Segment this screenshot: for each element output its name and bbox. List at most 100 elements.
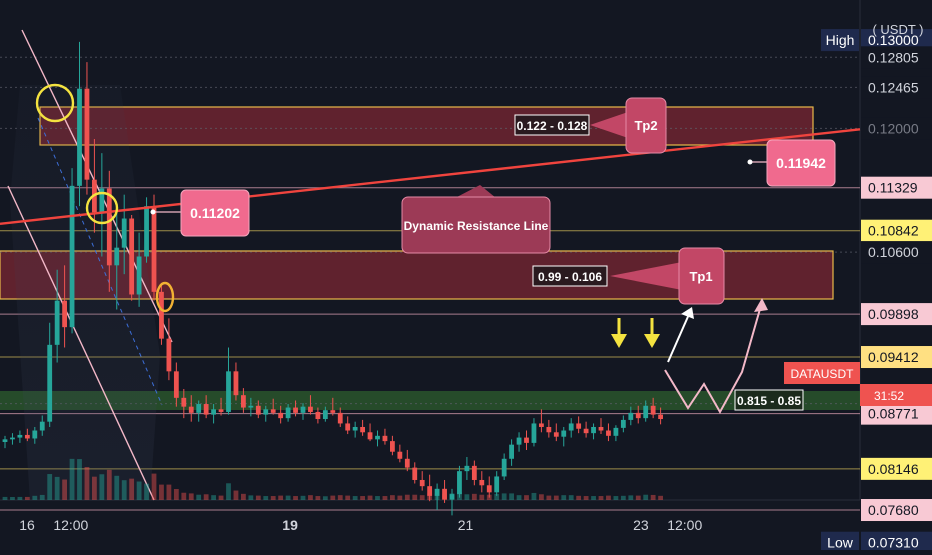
candle-body[interactable]	[576, 423, 582, 429]
candle-body[interactable]	[308, 406, 313, 412]
candle-body[interactable]	[516, 437, 522, 445]
price-tag-13[interactable]: Low 0.07310	[821, 531, 932, 554]
candle-body[interactable]	[106, 188, 112, 266]
candle-body[interactable]	[62, 300, 67, 328]
tp2-zone-box[interactable]	[39, 106, 814, 146]
candle-body[interactable]	[471, 465, 477, 480]
candle-body[interactable]	[539, 423, 544, 427]
candle-body[interactable]	[241, 395, 246, 408]
candle-body[interactable]	[24, 434, 30, 439]
right-level-callout-box[interactable]	[766, 139, 836, 187]
candle-body[interactable]	[47, 344, 53, 422]
candle-body[interactable]	[151, 206, 157, 292]
candle-body[interactable]	[166, 338, 172, 372]
candle-body[interactable]	[486, 485, 492, 493]
candle-body[interactable]	[606, 430, 611, 436]
candle-body[interactable]	[628, 412, 634, 420]
candle-body[interactable]	[77, 88, 82, 186]
candle-body[interactable]	[531, 423, 537, 443]
candle-body[interactable]	[300, 406, 306, 413]
candle-body[interactable]	[583, 428, 589, 434]
candle-body[interactable]	[442, 488, 447, 500]
candle-body[interactable]	[188, 406, 194, 413]
candle-body[interactable]	[397, 451, 403, 459]
candle-body[interactable]	[464, 465, 470, 472]
candle-body[interactable]	[211, 409, 216, 415]
price-tag-7[interactable]: 0.09898	[861, 303, 932, 326]
candle-body[interactable]	[181, 397, 187, 407]
candle-body[interactable]	[315, 411, 321, 420]
candle-body[interactable]	[203, 404, 209, 415]
price-tag-6[interactable]: 0.10600	[861, 241, 932, 264]
candle-body[interactable]	[129, 218, 135, 295]
candle-body[interactable]	[285, 407, 291, 419]
channel-upper-line[interactable]	[21, 29, 173, 343]
candle-body[interactable]	[270, 409, 276, 413]
candle-body[interactable]	[390, 441, 395, 452]
candle-body[interactable]	[136, 256, 142, 295]
support-range-label-box[interactable]	[734, 389, 804, 411]
candle-body[interactable]	[434, 488, 440, 496]
candle-body[interactable]	[233, 371, 239, 396]
price-tag-3[interactable]: 0.12000	[861, 117, 932, 140]
candle-body[interactable]	[337, 412, 343, 424]
candle-body[interactable]	[352, 426, 358, 431]
candle-body[interactable]	[412, 467, 418, 480]
candle-body[interactable]	[54, 300, 60, 345]
price-tag-12[interactable]: 0.07680	[861, 499, 932, 522]
candle-body[interactable]	[658, 414, 663, 420]
price-tag-10[interactable]: 0.08771	[861, 402, 932, 425]
candle-body[interactable]	[263, 409, 269, 415]
candle-body[interactable]	[84, 88, 90, 180]
candle-body[interactable]	[278, 412, 284, 419]
candle-body[interactable]	[360, 426, 365, 433]
candle-body[interactable]	[553, 432, 559, 437]
candle-body[interactable]	[159, 291, 164, 339]
candle-body[interactable]	[635, 412, 641, 419]
candle-body[interactable]	[196, 404, 202, 413]
candle-body[interactable]	[114, 247, 120, 266]
left-level-callout-box[interactable]	[180, 189, 250, 237]
tp1-callout-box[interactable]	[678, 247, 725, 305]
candle-body[interactable]	[546, 426, 552, 433]
candle-body[interactable]	[322, 410, 328, 420]
candle-body[interactable]	[2, 439, 8, 442]
candle-body[interactable]	[620, 419, 626, 428]
candle-body[interactable]	[568, 423, 574, 431]
dynamic-resistance-line[interactable]	[0, 128, 861, 226]
candle-body[interactable]	[457, 471, 462, 495]
tp1-range-label-box[interactable]	[532, 265, 608, 287]
candle-body[interactable]	[382, 435, 388, 442]
candle-body[interactable]	[419, 479, 425, 487]
candle-body[interactable]	[561, 430, 567, 437]
candle-body[interactable]	[367, 432, 373, 440]
candle-body[interactable]	[173, 371, 179, 398]
candle-body[interactable]	[345, 423, 351, 431]
candle-body[interactable]	[449, 494, 455, 500]
candle-body[interactable]	[404, 458, 410, 468]
candle-body[interactable]	[39, 421, 45, 431]
price-tag-0[interactable]: High 0.13000	[821, 29, 932, 52]
currency-label[interactable]: ( USDT )	[872, 22, 923, 37]
candle-body[interactable]	[330, 410, 336, 413]
candle-body[interactable]	[121, 218, 127, 248]
candle-body[interactable]	[144, 206, 149, 257]
candle-body[interactable]	[591, 426, 596, 434]
candle-body[interactable]	[613, 427, 619, 436]
candle-body[interactable]	[218, 409, 224, 412]
candle-body[interactable]	[255, 405, 261, 415]
candle-body[interactable]	[99, 188, 105, 213]
price-tag-1[interactable]: 0.12805	[861, 46, 932, 69]
tp2-callout-box[interactable]	[625, 97, 667, 154]
candle-body[interactable]	[524, 437, 529, 443]
candle-body[interactable]	[32, 430, 38, 439]
candle-body[interactable]	[293, 407, 298, 413]
candle-body[interactable]	[427, 486, 433, 496]
candle-body[interactable]	[509, 444, 514, 459]
price-tag-5[interactable]: 0.10842	[861, 219, 932, 242]
price-tag-11[interactable]: 0.08146	[861, 457, 932, 480]
candle-body[interactable]	[248, 405, 254, 408]
candle-body[interactable]	[494, 476, 500, 493]
price-tag-2[interactable]: 0.12465	[861, 76, 932, 99]
